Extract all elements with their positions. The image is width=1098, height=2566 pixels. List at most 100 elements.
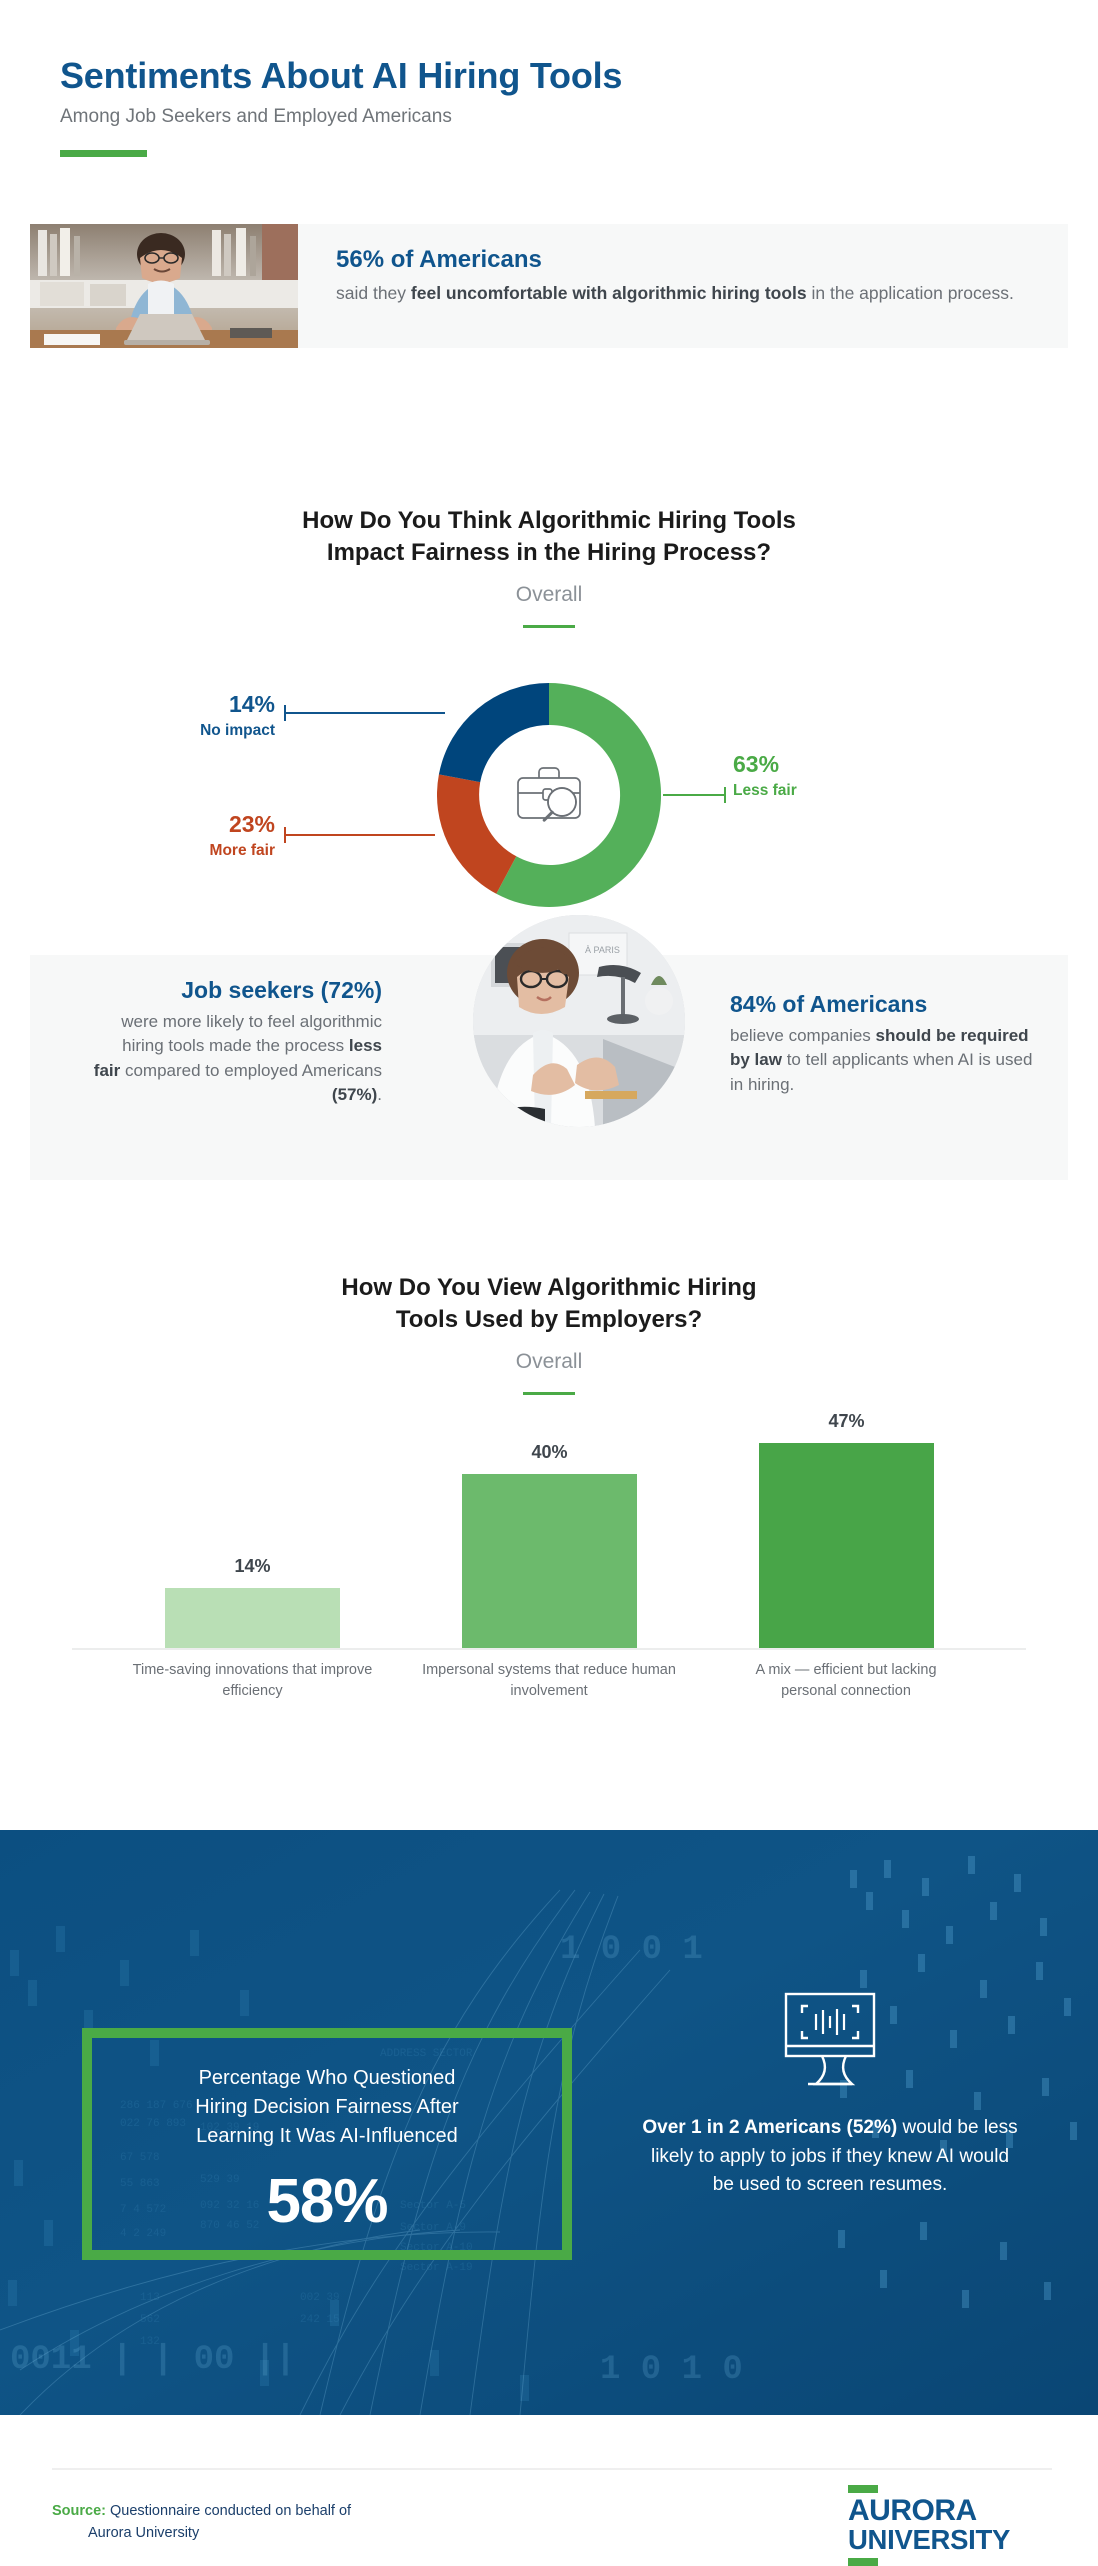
bar-category-0: Time-saving innovations that improve eff…	[132, 1662, 373, 1699]
green-callout-box: Percentage Who Questioned Hiring Decisio…	[82, 2028, 572, 2260]
svg-text:022 76 893: 022 76 893	[120, 2118, 186, 2130]
bar-value-0: 14%	[234, 1556, 271, 1576]
bar-category-labels: Time-saving innovations that improve eff…	[0, 1660, 1098, 1760]
dark-right-body: would be less likely to apply to jobs if…	[650, 2117, 1018, 2195]
bar-category-2: A mix — efficient but lacking personal c…	[755, 1662, 937, 1699]
aurora-university-logo: AURORA UNIVERSITY	[848, 2485, 1028, 2566]
stat-card-headline: 56% of Americans	[336, 246, 542, 273]
qr-p1: believe companies	[730, 1026, 876, 1045]
briefcase-magnifier-icon	[517, 767, 581, 822]
footer-divider	[52, 2468, 1052, 2470]
donut-value-more-fair: 23%	[228, 811, 275, 837]
svg-text:102 39 19: 102 39 19	[200, 2122, 259, 2134]
bar-title-line2: Tools Used by Employers?	[395, 1305, 703, 1333]
svg-text:Sector A-19: Sector A-19	[400, 2262, 473, 2274]
donut-leader-lines	[284, 705, 726, 843]
svg-text:113: 113	[140, 2292, 160, 2304]
ql-b1: less fair	[93, 1036, 382, 1080]
svg-text:529 39: 529 39	[200, 2174, 240, 2186]
svg-text:Sector A-5: Sector A-5	[400, 2200, 466, 2212]
svg-text:0011 | | 00 ||: 0011 | | 00 ||	[10, 2341, 296, 2379]
page-subtitle: Among Job Seekers and Employed Americans	[60, 106, 452, 128]
svg-text:Sector A-9: Sector A-9	[400, 2222, 466, 2234]
photo-woman-at-laptop: À PARIS	[473, 915, 685, 1127]
donut-name-more-fair: More fair	[209, 841, 275, 859]
svg-text:870 46 52: 870 46 52	[200, 2220, 259, 2232]
logo-bar-bottom	[848, 2557, 878, 2566]
quote-left-body: were more likely to feel algorithmic hir…	[92, 1010, 382, 1108]
donut-slice-less-fair	[496, 683, 661, 907]
bar-0: 14%	[165, 1556, 340, 1650]
svg-text:132: 132	[140, 2336, 160, 2348]
gb-title-l1: Percentage Who Questioned	[198, 2067, 456, 2089]
svg-text:562: 562	[140, 2314, 160, 2326]
header-accent-rule	[60, 150, 147, 158]
bar-chart: 14% 40% 47%	[0, 1411, 1098, 1650]
svg-text:1 0 0 1: 1 0 0 1	[560, 1931, 703, 1969]
dark-highlight-section: 286 187 676 022 76 893 67 578 55 863 7 4 5…	[0, 1830, 1098, 2415]
svg-text:1 0 1 0: 1 0 1 0	[600, 2351, 743, 2389]
green-box-title: Percentage Who Questioned Hiring Decisio…	[92, 2064, 562, 2151]
svg-text:242 15: 242 15	[300, 2314, 340, 2326]
ql-p3: .	[377, 1085, 382, 1105]
gb-title-l3: Learning It Was AI-Influenced	[196, 2125, 458, 2147]
quote-right-headline: 84% of Americans	[730, 991, 928, 1017]
dark-right-text: Over 1 in 2 Americans (52%) would be les…	[640, 2114, 1020, 2200]
ql-p2: compared to employed Americans	[120, 1060, 382, 1080]
page-header: Sentiments About AI Hiring Tools Among J…	[0, 0, 1098, 158]
quote-panel: Job seekers (72%) were more likely to fe…	[30, 915, 1068, 1180]
svg-text:ADDRESS SECTOR: ADDRESS SECTOR	[380, 2048, 473, 2060]
bar-1: 40%	[462, 1442, 637, 1650]
photo-frustrated-man	[30, 224, 298, 348]
logo-line-2: UNIVERSITY	[848, 2524, 1011, 2555]
ql-p1: were more likely to feel algorithmic hir…	[121, 1012, 382, 1056]
svg-text:À PARIS: À PARIS	[585, 945, 620, 955]
svg-text:4 2 249: 4 2 249	[120, 2228, 166, 2240]
bar-value-1: 40%	[531, 1442, 568, 1462]
source-text: Questionnaire conducted on behalf of	[106, 2503, 352, 2519]
donut-name-less-fair: Less fair	[733, 781, 797, 799]
monitor-scan-icon	[784, 1992, 876, 2086]
bar-2: 47%	[759, 1411, 934, 1650]
donut-slice-no-impact	[438, 683, 549, 783]
quote-right: 84% of Americans believe companies shoul…	[730, 991, 1050, 1097]
logo-line-1: AURORA	[848, 2494, 977, 2527]
svg-text:67 578: 67 578	[120, 2152, 160, 2164]
bar-title-line1: How Do You View Algorithmic Hiring	[341, 1274, 757, 1301]
stat-card-text: 56% of Americans said they feel uncomfor…	[298, 224, 1044, 348]
svg-text:55 863: 55 863	[120, 2178, 160, 2190]
quote-right-body: believe companies should be required by …	[730, 1024, 1050, 1097]
bar-accent-rule	[523, 1391, 575, 1395]
donut-accent-rule	[523, 624, 575, 628]
bar-section-heading: How Do You View Algorithmic Hiring Tools…	[0, 1272, 1098, 1395]
donut-name-no-impact: No impact	[200, 721, 275, 739]
logo-bar-top	[848, 2485, 878, 2493]
svg-text:286 187 676: 286 187 676	[120, 2100, 193, 2112]
donut-chart: 14% No impact 23% More fair 63% Less fai…	[0, 680, 1098, 910]
qr-p2: to tell applicants when AI is used in hi…	[730, 1050, 1033, 1094]
donut-label-more-fair: 23% More fair	[145, 810, 275, 860]
dark-right-stat: Over 1 in 2 Americans (52%) would be les…	[640, 1990, 1020, 2200]
green-box-value: 58%	[266, 2167, 388, 2236]
stat-card-56: 56% of Americans said they feel uncomfor…	[30, 224, 1068, 348]
source-note: Source: Questionnaire conducted on behal…	[52, 2500, 572, 2545]
ql-b2: (57%)	[331, 1085, 378, 1105]
qr-b1: should be required by law	[730, 1026, 1029, 1070]
page-title: Sentiments About AI Hiring Tools	[60, 55, 623, 96]
bar-subtitle: Overall	[515, 1349, 583, 1373]
donut-value-less-fair: 63%	[733, 751, 780, 777]
quote-left-headline: Job seekers (72%)	[181, 977, 382, 1003]
svg-text:002 39: 002 39	[300, 2292, 340, 2304]
bar-chart-baseline	[72, 1648, 1026, 1650]
donut-slice-more-fair	[437, 774, 517, 894]
source-text-2: Aurora University	[88, 2525, 200, 2542]
quote-left: Job seekers (72%) were more likely to fe…	[92, 977, 382, 1108]
svg-text:7 4 572: 7 4 572	[120, 2204, 166, 2216]
stat-card-body: said they feel uncomfortable with algori…	[336, 281, 1014, 306]
stat-body-p1: said they	[336, 283, 411, 303]
donut-subtitle: Overall	[515, 582, 583, 606]
donut-title-line2: Impact Fairness in the Hiring Process?	[326, 538, 772, 566]
stat-body-p2: in the application process.	[806, 283, 1014, 303]
donut-title-line1: How Do You Think Algorithmic Hiring Tool…	[302, 507, 796, 534]
gb-title-l2: Hiring Decision Fairness After	[195, 2096, 459, 2118]
